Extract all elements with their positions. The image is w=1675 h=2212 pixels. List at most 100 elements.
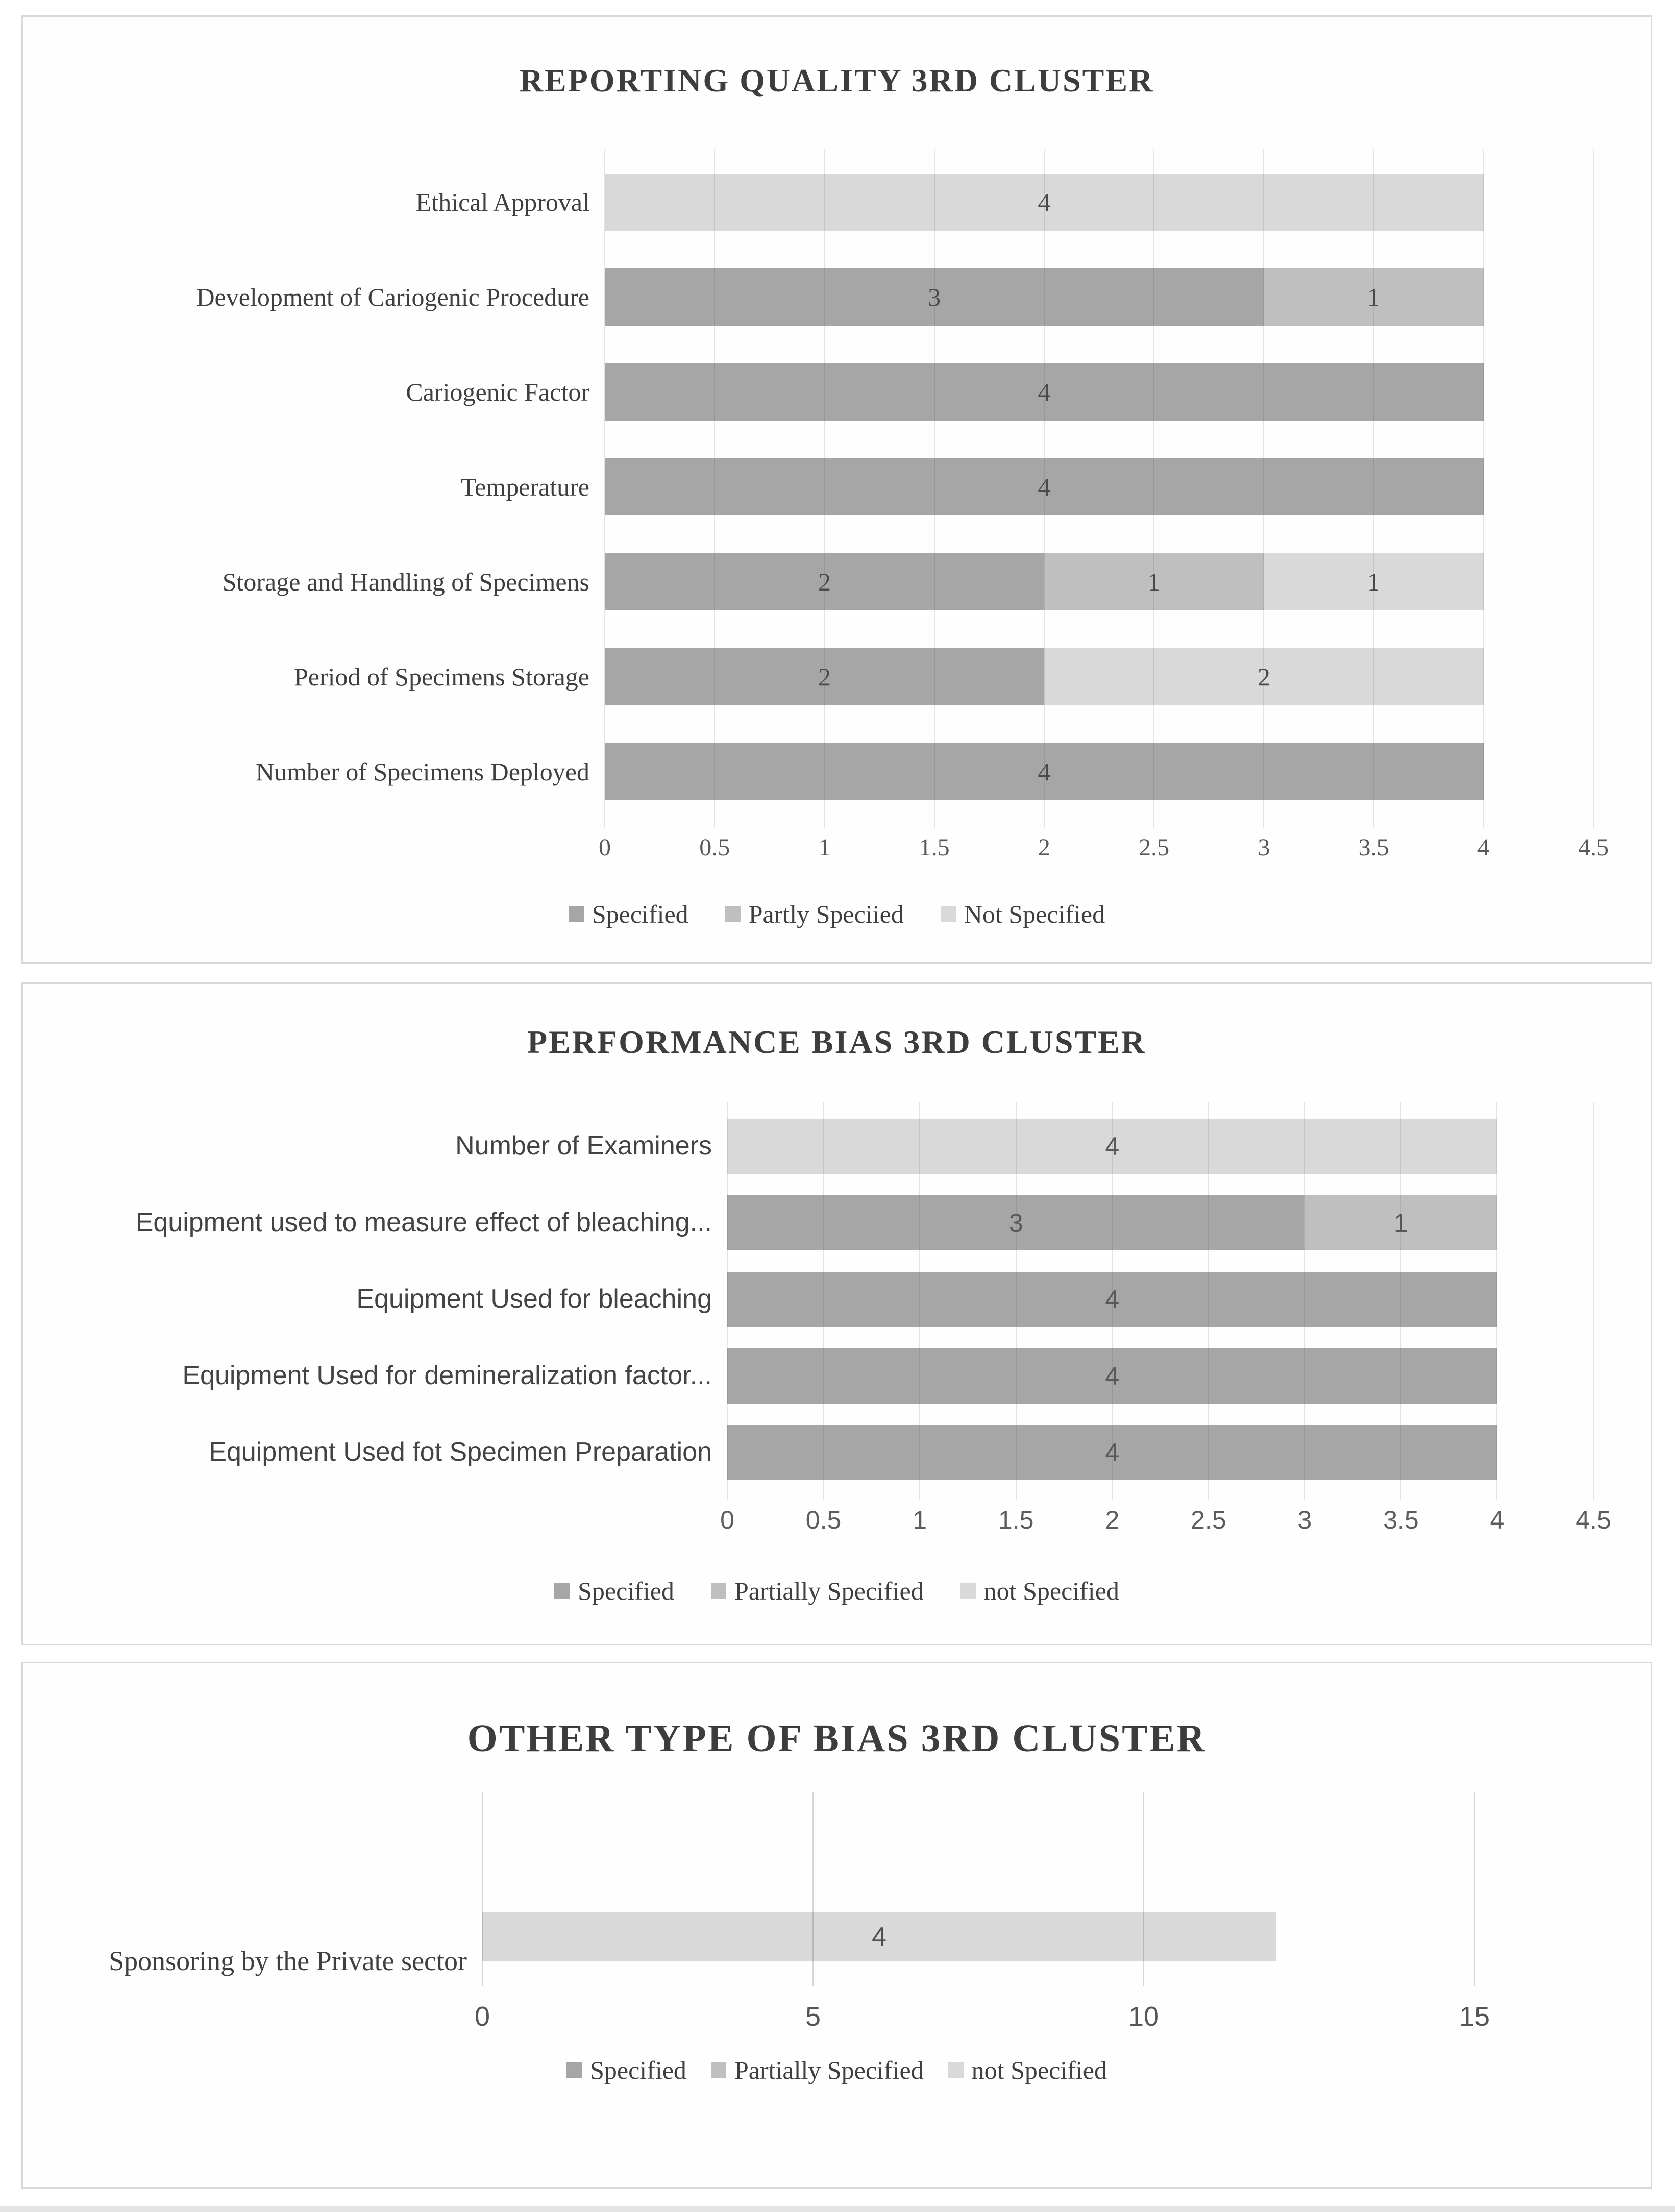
legend-swatch-icon xyxy=(710,2062,726,2078)
legend-item: not Specified xyxy=(948,2055,1107,2085)
figure-page: REPORTING QUALITY 3RD CLUSTER Ethical Ap… xyxy=(0,15,1675,2212)
legend-label: Partially Specified xyxy=(734,1577,924,1605)
bar-value-label: 4 xyxy=(872,1922,887,1952)
plot-area: Sponsoring by the Private sector 4 xyxy=(23,1792,1651,1986)
chart-row: Equipment Used fot Specimen Preparation 4 xyxy=(23,1414,1651,1491)
stacked-bar: 4 xyxy=(605,363,1593,421)
x-axis-tick: 3 xyxy=(1258,834,1270,861)
bar-segment-specified: 4 xyxy=(605,743,1484,800)
bar-segment-not_specified: 2 xyxy=(1044,648,1484,705)
legend: Specified Partly Speciied Not Specified xyxy=(23,899,1651,929)
page-edge-strip xyxy=(0,2206,1675,2212)
legend-label: Not Specified xyxy=(964,900,1105,928)
stacked-bar: 2 1 1 xyxy=(605,553,1593,610)
bar-segment-specified: 2 xyxy=(605,553,1044,610)
bar-value-label: 3 xyxy=(928,283,941,311)
chart-row: Storage and Handling of Specimens 2 1 1 xyxy=(23,534,1651,629)
bar-track: 4 xyxy=(727,1261,1593,1338)
stacked-bar: 4 xyxy=(727,1272,1593,1327)
x-axis: 0 0.5 1 1.5 2 2.5 3 3.5 4 4.5 xyxy=(599,819,1609,873)
bar-value-label: 4 xyxy=(1105,1285,1120,1314)
bar-value-label: 4 xyxy=(1038,188,1051,216)
legend-swatch-icon xyxy=(554,1583,570,1599)
bar-segment-specified: 3 xyxy=(605,268,1264,326)
bar-segment-specified: 3 xyxy=(727,1195,1305,1250)
category-label: Storage and Handling of Specimens xyxy=(222,567,589,596)
x-axis-tick: 4.5 xyxy=(1575,1506,1611,1534)
bar-segment-specified: 4 xyxy=(727,1272,1497,1327)
bar-track: 4 xyxy=(605,155,1593,250)
bar-segment-partially_specified: 1 xyxy=(1264,268,1484,326)
category-label: Ethical Approval xyxy=(415,187,589,216)
legend-label: Partly Speciied xyxy=(748,900,904,928)
category-label: Equipment used to measure effect of blea… xyxy=(135,1208,712,1238)
bar-value-label: 1 xyxy=(1147,568,1161,596)
bar-segment-partially_specified: 1 xyxy=(1044,553,1264,610)
x-axis: 0 0.5 1 1.5 2 2.5 3 3.5 4 4.5 xyxy=(720,1491,1611,1544)
chart-row: Number of Specimens Deployed 4 xyxy=(23,724,1651,819)
bar-track: 4 xyxy=(727,1414,1593,1491)
stacked-bar: 4 xyxy=(727,1425,1593,1480)
x-axis-tick: 4 xyxy=(1490,1506,1505,1534)
legend-label: Partially Specified xyxy=(734,2056,924,2084)
x-axis-tick: 0 xyxy=(720,1506,734,1534)
legend-item: Specified xyxy=(554,1576,674,1606)
chart-row: Number of Examiners 4 xyxy=(23,1108,1651,1185)
stacked-bar: 4 xyxy=(605,458,1593,515)
legend-label: Specified xyxy=(590,2056,686,2084)
x-axis-tick: 5 xyxy=(805,2001,821,2032)
legend-item: Specified xyxy=(566,2055,686,2085)
x-axis-tick: 0 xyxy=(599,834,611,861)
bar-track: 2 1 1 xyxy=(605,534,1593,629)
chart-title: OTHER TYPE OF BIAS 3RD CLUSTER xyxy=(467,1717,1206,1760)
bar-value-label: 3 xyxy=(1008,1209,1023,1237)
legend-swatch-icon xyxy=(725,906,741,922)
category-label: Number of Examiners xyxy=(455,1131,712,1161)
x-axis-tick: 1.5 xyxy=(919,834,950,861)
performance-bias-chart-panel: PERFORMANCE BIAS 3RD CLUSTER Number of E… xyxy=(21,982,1652,1645)
legend-item: Specified xyxy=(568,899,688,929)
bar-track: 4 xyxy=(727,1338,1593,1414)
chart-row: Period of Specimens Storage 2 2 xyxy=(23,629,1651,724)
category-label: Equipment Used for bleaching xyxy=(356,1284,712,1314)
chart-title: REPORTING QUALITY 3RD CLUSTER xyxy=(519,62,1154,99)
bar-value-label: 1 xyxy=(1367,283,1381,311)
plot-area: Number of Examiners 4 Equipment used to me… xyxy=(23,1102,1651,1500)
bar-track: 4 xyxy=(727,1108,1593,1185)
stacked-bar: 4 xyxy=(605,174,1593,231)
other-bias-chart-panel: OTHER TYPE OF BIAS 3RD CLUSTER Sponsorin… xyxy=(21,1662,1652,2189)
category-label: Period of Specimens Storage xyxy=(293,662,589,691)
bar-value-label: 4 xyxy=(1038,473,1051,501)
x-axis-tick: 1.5 xyxy=(998,1506,1034,1534)
chart-row: Sponsoring by the Private sector 4 xyxy=(23,1792,1651,1986)
bar-segment-not_specified: 1 xyxy=(1264,553,1484,610)
x-axis-tick: 2 xyxy=(1038,834,1050,861)
legend: Specified Partially Specified not Specifie… xyxy=(23,2055,1651,2085)
category-label: Equipment Used fot Specimen Preparation xyxy=(209,1437,712,1467)
bar-value-label: 2 xyxy=(1257,662,1270,691)
x-axis-tick: 2.5 xyxy=(1191,1506,1226,1534)
category-label: Sponsoring by the Private sector xyxy=(109,1946,467,1977)
bar-value-label: 1 xyxy=(1393,1209,1408,1237)
chart-row: Temperature 4 xyxy=(23,439,1651,534)
legend-item: Partially Specified xyxy=(710,1576,924,1606)
bar-segment-specified: 4 xyxy=(727,1425,1497,1480)
x-axis-tick: 3.5 xyxy=(1358,834,1389,861)
bar-segment-not_specified: 4 xyxy=(727,1119,1497,1174)
category-label: Cariogenic Factor xyxy=(406,377,589,406)
legend-item: Not Specified xyxy=(940,899,1105,929)
category-label: Equipment Used for demineralization fact… xyxy=(182,1361,712,1391)
stacked-bar: 4 xyxy=(727,1348,1593,1404)
x-axis: 0 5 10 15 xyxy=(475,1986,1490,2040)
chart-row: Cariogenic Factor 4 xyxy=(23,345,1651,439)
chart-row: Equipment used to measure effect of blea… xyxy=(23,1185,1651,1261)
x-axis-tick: 0.5 xyxy=(699,834,730,861)
legend-swatch-icon xyxy=(568,906,584,922)
chart-row: Development of Cariogenic Procedure 3 1 xyxy=(23,250,1651,345)
plot-area: Ethical Approval 4 Development of Cariogen… xyxy=(23,149,1651,828)
legend-swatch-icon xyxy=(940,906,956,922)
